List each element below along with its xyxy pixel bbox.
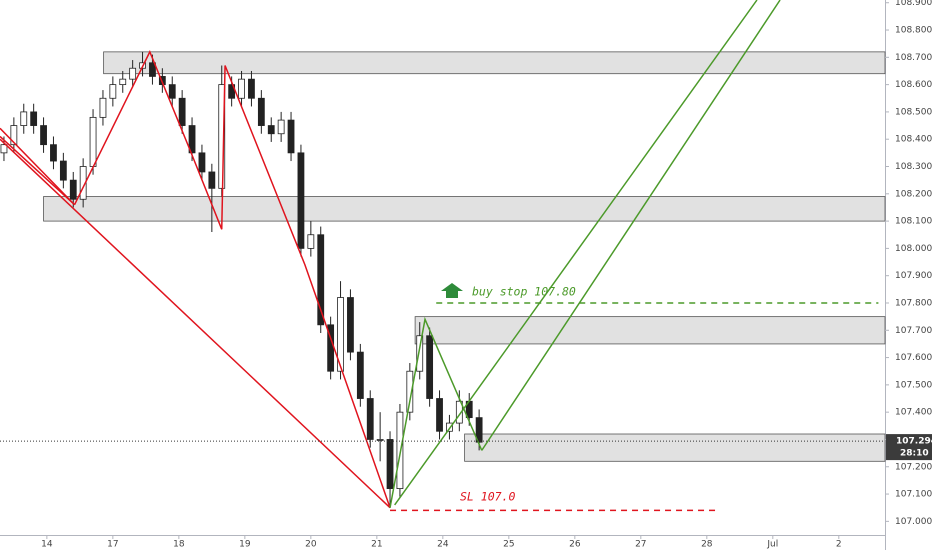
candle-body [287,119,295,154]
y-tick-label: 108.500 [895,107,932,117]
y-tick-label: 107.500 [895,380,932,390]
x-tick-label: 20 [305,540,317,550]
y-tick-label: 107.100 [895,490,932,500]
x-tick-label: 27 [635,540,646,550]
candle-body [347,297,354,353]
trend-line [73,50,391,508]
candle-body [297,152,305,249]
candle-body [386,439,394,489]
candle-body [455,400,463,424]
candle-body [50,144,57,162]
candle-body [446,422,453,432]
y-tick-label: 107.900 [895,271,932,281]
candle-body [416,335,424,372]
zone [464,433,886,462]
candle-body [20,111,28,126]
x-tick-label: 21 [371,540,382,550]
trend-line [0,135,76,206]
candle-body [436,398,443,432]
candle-body [59,160,67,181]
trend-line [0,138,391,509]
y-tick-label: 107.400 [895,408,932,418]
candle-body [218,84,226,189]
trend-line [394,0,758,506]
y-tick-label: 108.100 [895,217,932,227]
x-tick-label: 25 [503,540,514,550]
trend-line [0,127,76,206]
candle-body [188,125,196,154]
candle-body [337,297,344,372]
y-tick-label: 108.900 [895,0,932,8]
y-tick-label: 108.200 [895,189,932,199]
last-price-label: 107.294 [896,437,932,447]
candle-body [10,125,18,146]
candle-body [475,417,483,443]
candle-body [69,179,77,200]
candle-body [119,78,127,86]
y-tick-label: 107.200 [895,462,932,472]
candle-body [248,78,255,99]
zone [103,51,886,75]
x-tick-label: 19 [239,540,251,550]
y-tick-label: 108.600 [895,80,932,90]
candle-body [376,439,384,441]
candle-body [40,125,47,146]
x-tick-label: 17 [107,540,118,550]
y-tick-label: 107.700 [895,326,932,336]
candle-body [0,144,8,154]
x-tick-label: 2 [836,540,842,550]
candle-body [307,234,315,249]
candle-body [267,125,275,135]
y-tick-label: 108.700 [895,53,932,63]
buy-stop-note: buy stop 107.80 [472,285,576,299]
x-tick-label: 26 [569,540,581,550]
candle-body [198,152,206,173]
x-tick-label: 28 [701,540,713,550]
candle-body [208,171,216,189]
last-price-box [886,434,932,461]
x-tick-label: 18 [173,540,185,550]
candle-body [89,116,97,167]
y-tick-label: 108.400 [895,135,932,145]
candle-body [426,335,434,399]
candle-body [109,84,117,99]
candle-body [277,119,285,135]
candle-body [257,97,265,126]
trend-line [481,0,781,451]
candle-body [168,84,176,99]
y-tick-label: 108.800 [895,26,932,36]
candle-body [317,234,325,326]
x-tick-label: Jul [766,540,778,550]
y-tick-label: 108.000 [895,244,932,254]
y-tick-label: 107.600 [895,353,932,363]
candle-body [30,111,38,126]
y-tick-label: 108.300 [895,162,932,172]
x-tick-label: 24 [437,540,449,550]
candle-body [356,351,364,399]
stop-loss-note: SL 107.0 [460,490,515,504]
candle-body [99,97,107,118]
candle-body [129,67,137,80]
trend-line [389,316,483,508]
countdown-label: 28:10 [900,449,929,459]
up-arrow-icon [441,283,463,298]
candle-body [238,78,245,99]
candle-body [178,97,186,126]
y-tick-label: 107.000 [895,517,932,527]
candle-body [406,370,414,413]
zone [414,316,886,345]
candle-body [366,398,374,440]
candle-body [149,62,156,77]
x-tick-label: 14 [41,540,53,550]
zone [43,196,886,222]
y-tick-label: 107.800 [895,298,932,308]
